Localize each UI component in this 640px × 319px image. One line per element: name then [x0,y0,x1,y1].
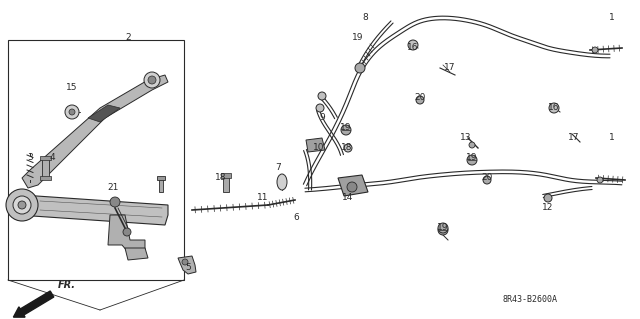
Text: 15: 15 [67,84,77,93]
Polygon shape [157,176,165,180]
Text: FR.: FR. [58,280,76,290]
Ellipse shape [277,174,287,190]
Polygon shape [40,156,51,160]
Circle shape [355,63,365,73]
Text: 9: 9 [319,114,325,122]
Text: 19: 19 [340,123,352,132]
Polygon shape [125,248,148,260]
Circle shape [144,72,160,88]
Circle shape [110,197,120,207]
Text: 19: 19 [467,153,477,162]
Circle shape [182,259,188,265]
Circle shape [438,223,448,233]
Circle shape [347,182,357,192]
Text: 14: 14 [342,194,354,203]
Text: 12: 12 [542,204,554,212]
Text: 19: 19 [437,224,449,233]
Circle shape [318,92,326,100]
Circle shape [123,228,131,236]
Polygon shape [18,195,168,225]
Circle shape [549,103,559,113]
Circle shape [469,142,475,148]
Text: 5: 5 [185,263,191,272]
Circle shape [416,96,424,104]
Circle shape [65,105,79,119]
Polygon shape [338,175,368,196]
Circle shape [13,196,31,214]
Circle shape [438,225,448,235]
Polygon shape [159,178,163,192]
Text: 1: 1 [609,133,615,143]
Text: 21: 21 [108,183,118,192]
Text: 18: 18 [341,144,353,152]
Circle shape [467,155,477,165]
Text: 16: 16 [548,103,560,113]
Circle shape [597,177,603,183]
Polygon shape [223,175,229,192]
Circle shape [408,40,418,50]
Text: 20: 20 [414,93,426,102]
Circle shape [69,109,75,115]
Text: 20: 20 [481,174,493,182]
Text: 17: 17 [568,133,580,143]
Text: 1: 1 [609,13,615,23]
Text: 13: 13 [460,133,472,143]
Text: 8R43-B2600A: 8R43-B2600A [502,295,557,305]
Text: 16: 16 [407,43,419,53]
Polygon shape [40,176,51,180]
Polygon shape [108,215,145,252]
Circle shape [592,47,598,53]
Text: 2: 2 [125,33,131,42]
Text: 17: 17 [444,63,456,72]
Circle shape [18,201,26,209]
Circle shape [483,176,491,184]
Text: 18: 18 [215,174,227,182]
Text: 10: 10 [313,144,324,152]
Circle shape [6,189,38,221]
Text: 3: 3 [27,152,33,161]
Bar [8,40,184,280]
FancyArrow shape [13,291,54,317]
Polygon shape [306,138,325,152]
Polygon shape [22,75,168,188]
Text: 19: 19 [352,33,364,42]
Circle shape [316,104,324,112]
Circle shape [344,144,352,152]
Text: 11: 11 [257,194,269,203]
Text: 8: 8 [362,13,368,23]
Circle shape [544,194,552,202]
Text: 4: 4 [49,152,55,161]
Polygon shape [178,256,196,274]
Polygon shape [221,173,231,178]
Polygon shape [42,158,49,178]
Text: 6: 6 [293,213,299,222]
Circle shape [341,125,351,135]
Polygon shape [88,105,120,122]
Circle shape [148,76,156,84]
Text: 7: 7 [275,164,281,173]
